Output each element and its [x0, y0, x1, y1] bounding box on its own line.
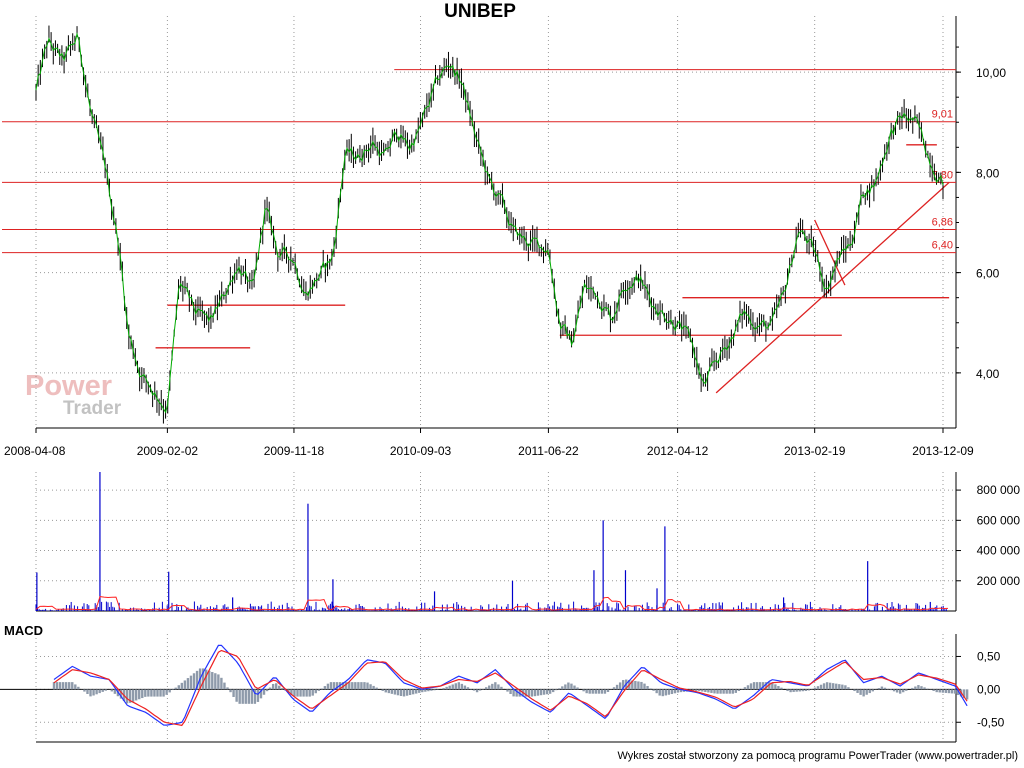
macd-label: MACD [4, 623, 43, 638]
volume-y-label: 800 000 [977, 483, 1021, 497]
macd-y-label: -0,50 [977, 715, 1005, 729]
volume-y-label: 200 000 [977, 574, 1021, 588]
macd-line [53, 644, 968, 726]
trend-line [715, 181, 950, 394]
volume-y-label: 400 000 [977, 544, 1021, 558]
x-tick-label: 2013-02-19 [784, 444, 846, 458]
x-tick-label: 2008-04-08 [4, 444, 66, 458]
macd-y-label: 0,00 [977, 682, 1001, 696]
macd-signal-line [53, 649, 968, 727]
price-y-label: 4,00 [976, 367, 1000, 381]
volume-y-label: 600 000 [977, 513, 1021, 527]
x-tick-label: 2011-06-22 [518, 444, 579, 458]
trend-line [814, 219, 846, 286]
powertrader-logo: Power Trader [25, 370, 121, 419]
chart-title: UNIBEP [444, 1, 516, 22]
logo-text-power: Power [25, 370, 113, 402]
x-tick-label: 2010-09-03 [390, 444, 452, 458]
volume-average-line [35, 596, 949, 611]
support-level-label: 6,40 [932, 240, 953, 252]
volume-bars [35, 471, 947, 611]
price-y-label: 10,00 [976, 66, 1006, 80]
x-tick-label: 2009-02-02 [137, 444, 199, 458]
support-level-label: 9,01 [932, 109, 953, 121]
price-y-label: 6,00 [976, 267, 1000, 281]
logo-text-trader: Trader [63, 398, 122, 419]
x-tick-label: 2012-04-12 [647, 444, 709, 458]
x-tick-label: 2013-12-09 [912, 444, 974, 458]
price-line [35, 32, 944, 414]
macd-y-label: 0,50 [977, 649, 1001, 663]
price-y-label: 8,00 [976, 166, 1000, 180]
footer-credit: Wykres został stworzony za pomocą progra… [617, 750, 1018, 762]
x-tick-label: 2009-11-18 [264, 444, 325, 458]
support-level-label: 6,86 [932, 217, 953, 229]
price-ohlc-bars [35, 25, 944, 424]
macd-histogram [52, 668, 969, 704]
